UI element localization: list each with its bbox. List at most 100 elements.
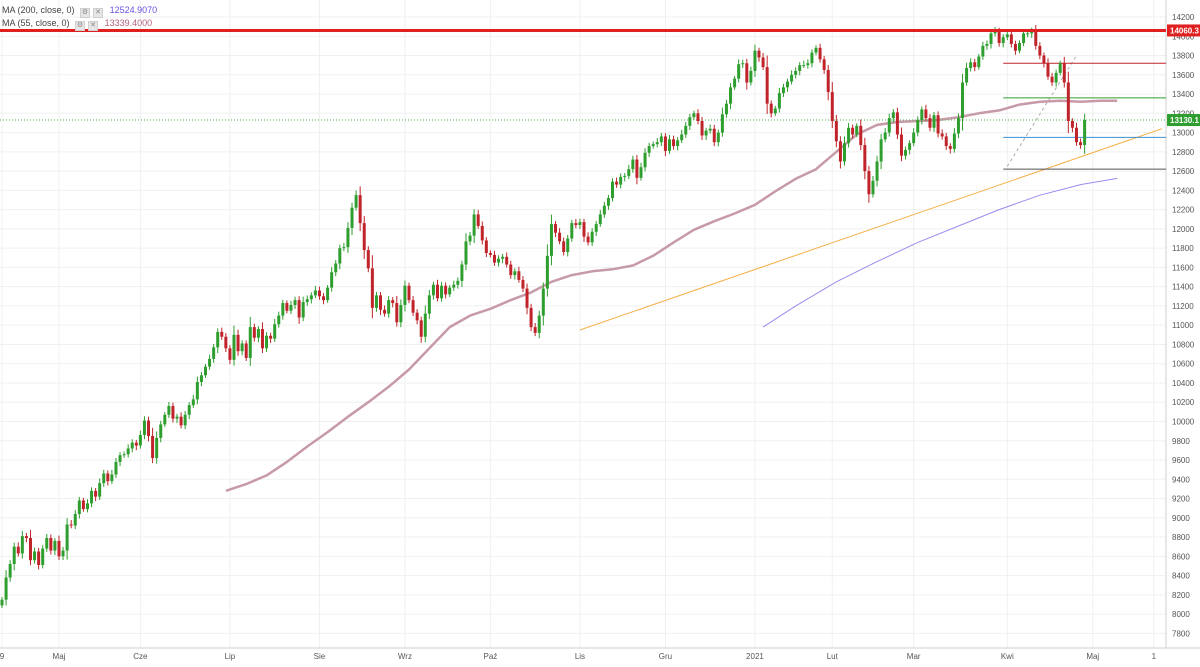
- candle-body: [611, 181, 614, 199]
- candle-body: [277, 315, 281, 325]
- candle-body: [623, 175, 627, 177]
- candle-body: [419, 320, 423, 337]
- candle-body: [1074, 127, 1078, 143]
- candle-body: [521, 279, 525, 289]
- candle-body: [875, 161, 879, 181]
- candle-body: [191, 399, 195, 406]
- candle-body: [53, 540, 57, 551]
- candle-body: [663, 136, 667, 151]
- candle-body: [1066, 82, 1070, 122]
- candle-body: [90, 490, 94, 504]
- candle-body: [647, 146, 651, 153]
- candle-body: [1013, 43, 1017, 51]
- candle-body: [578, 222, 582, 226]
- y-tick-label: 14200: [1172, 13, 1195, 22]
- candle-body: [672, 139, 676, 147]
- candle-body: [260, 329, 264, 349]
- y-tick-label: 12600: [1172, 167, 1195, 176]
- candle-body: [1042, 55, 1046, 64]
- candle-body: [456, 280, 460, 285]
- candle-body: [777, 93, 781, 109]
- candle-body: [981, 45, 985, 57]
- x-tick-label: Wrz: [398, 652, 412, 661]
- candle-body: [297, 300, 301, 318]
- candle-body: [517, 271, 521, 280]
- candle-body: [163, 414, 167, 425]
- candle-body: [236, 334, 240, 352]
- candle-body: [794, 70, 798, 75]
- y-tick-label: 14000: [1172, 32, 1195, 41]
- candle-body: [635, 159, 639, 178]
- candle-body: [167, 406, 171, 415]
- candle-body: [61, 550, 65, 557]
- candle-body: [1038, 45, 1042, 56]
- candle-body: [224, 336, 228, 349]
- gear-icon[interactable]: ⚙: [75, 21, 86, 31]
- y-tick-label: 9400: [1172, 475, 1190, 484]
- x-tick-label: Mar: [907, 652, 921, 661]
- resistance-price-label: 14060.3: [1170, 26, 1199, 35]
- candle-body: [350, 207, 354, 228]
- candle-body: [1058, 63, 1062, 73]
- gear-icon[interactable]: ⚙: [80, 8, 91, 18]
- candle-body: [187, 405, 191, 415]
- candle-body: [680, 134, 684, 141]
- candle-body: [362, 223, 366, 251]
- candle-body: [993, 31, 997, 34]
- candle-body: [212, 347, 216, 359]
- candle-body: [505, 256, 509, 265]
- candle-body: [956, 118, 960, 134]
- candle-body: [334, 263, 338, 273]
- candle-body: [537, 315, 541, 333]
- candle-body: [834, 121, 838, 142]
- candle-body: [69, 524, 73, 526]
- candle-body: [655, 142, 659, 145]
- candle-body: [122, 454, 126, 456]
- candle-body: [716, 132, 720, 143]
- candle-body: [1034, 30, 1038, 46]
- candle-body: [440, 285, 444, 299]
- legend-ma200-value: 12524.9070: [109, 5, 158, 15]
- x-tick-label: Maj: [53, 652, 66, 661]
- close-icon[interactable]: ✕: [88, 21, 99, 31]
- candle-body: [228, 348, 232, 360]
- candle-body: [753, 50, 757, 71]
- candle-body: [342, 247, 346, 249]
- candle-body: [891, 112, 895, 119]
- candle-body: [20, 536, 24, 554]
- candle-body: [220, 331, 224, 337]
- candle-body: [786, 81, 790, 88]
- candle-body: [912, 132, 916, 144]
- candle-body: [460, 264, 464, 281]
- y-tick-label: 10800: [1172, 340, 1195, 349]
- candle-body: [179, 416, 183, 426]
- candle-body: [73, 513, 77, 526]
- candle-body: [171, 406, 175, 419]
- candle-body: [602, 205, 606, 215]
- candle-body: [444, 285, 448, 295]
- y-tick-label: 9800: [1172, 437, 1190, 446]
- candle-body: [407, 285, 411, 301]
- candle-body: [908, 143, 912, 150]
- candle-body: [431, 284, 435, 296]
- candle-body: [928, 118, 932, 128]
- candle-body: [985, 43, 989, 46]
- candle-body: [761, 57, 765, 68]
- candle-body: [0, 599, 4, 606]
- y-tick-label: 13000: [1172, 129, 1195, 138]
- candle-body: [1009, 34, 1013, 44]
- candle-body: [798, 65, 802, 71]
- candle-body: [863, 145, 867, 172]
- candle-body: [130, 442, 134, 449]
- candle-body: [741, 63, 745, 65]
- y-tick-label: 13600: [1172, 71, 1195, 80]
- candle-body: [659, 136, 663, 143]
- candle-body: [309, 295, 313, 300]
- y-tick-label: 7800: [1172, 629, 1190, 638]
- candle-body: [1001, 37, 1005, 44]
- candle-body: [159, 424, 163, 438]
- y-tick-label: 8600: [1172, 552, 1190, 561]
- candle-body: [944, 136, 948, 147]
